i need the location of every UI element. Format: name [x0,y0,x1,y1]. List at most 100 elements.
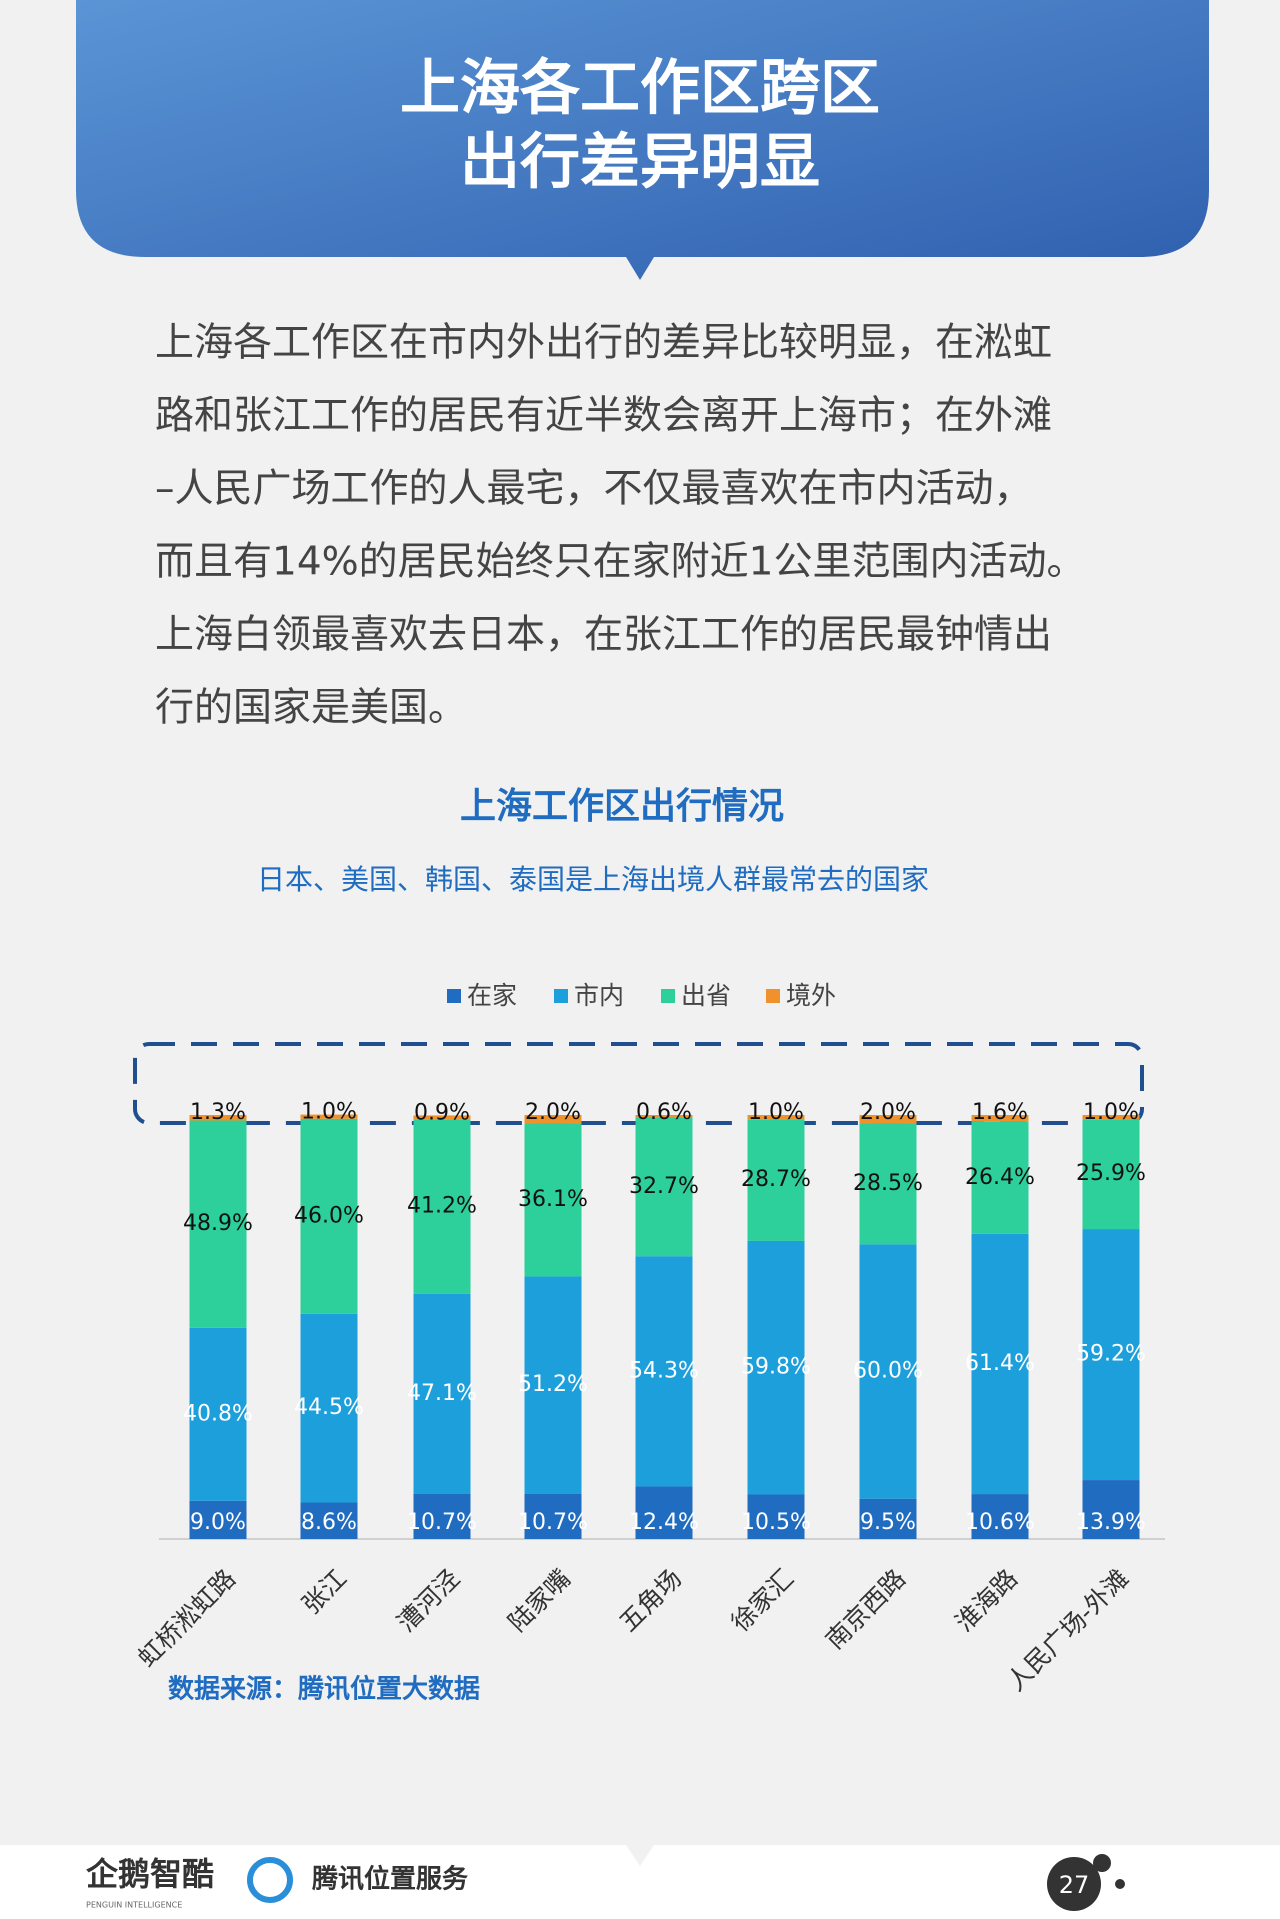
value-label: 9.5% [860,1510,916,1535]
bar-segment [635,1115,693,1118]
value-label: 2.0% [525,1100,581,1125]
bar-segment [524,1123,582,1277]
value-label: 1.6% [972,1100,1028,1125]
x-tick-label: 五角场 [614,1564,688,1638]
legend-swatch [661,989,675,1003]
value-label: 0.6% [636,1100,692,1125]
legend-label: 市内 [574,981,624,1010]
value-label: 41.2% [407,1194,477,1219]
bar-segment [413,1493,471,1539]
bar-segment [747,1240,805,1495]
header-title: 上海各工作区跨区 [400,54,880,124]
value-label: 28.5% [853,1171,923,1196]
value-label: 54.3% [629,1358,699,1383]
bar-segment [859,1498,917,1539]
legend-label: 在家 [467,981,517,1010]
source: 数据来源：腾讯位置大数据 [168,1674,480,1705]
value-label: 1.0% [748,1100,804,1125]
bar-segment [635,1256,693,1487]
value-label: 1.0% [301,1100,357,1125]
footer-icon [247,1857,293,1903]
bar-segment [1082,1115,1140,1120]
value-label: 59.8% [741,1355,811,1380]
value-label: 28.7% [741,1167,811,1192]
value-label: 13.9% [1076,1510,1146,1535]
x-tick-label: 南京西路 [820,1564,911,1655]
x-tick-label: 漕河泾 [392,1564,466,1638]
value-label: 51.2% [518,1372,588,1397]
bar-segment [300,1502,358,1539]
value-label: 10.7% [407,1510,477,1535]
bar-segment [524,1276,582,1494]
body-line: 路和张江工作的居民有近半数会离开上海市；在外滩 [155,394,1052,439]
value-label: 26.4% [965,1165,1035,1190]
value-label: 32.7% [629,1174,699,1199]
value-label: 10.6% [965,1510,1035,1535]
footer-logo: 腾讯位置服务 [312,1864,468,1895]
bar-segment [635,1486,693,1539]
value-label: 9.0% [190,1510,246,1535]
footer-logo: 企鹅智酷 [86,1855,214,1893]
value-label: 1.0% [1083,1100,1139,1125]
bar-segment [524,1115,582,1124]
bar-segment [971,1121,1029,1234]
legend-label: 出省 [681,981,731,1010]
value-label: 60.0% [853,1359,923,1384]
value-label: 48.9% [183,1211,253,1236]
body-line: 上海白领最喜欢去日本，在张江工作的居民最钟情出 [155,613,1052,658]
bar-segment [971,1233,1029,1495]
value-label: 36.1% [518,1187,588,1212]
value-label: 40.8% [183,1401,253,1426]
legend-swatch [766,989,780,1003]
bar-segment [747,1115,805,1120]
footer-notch [626,1845,654,1866]
x-tick-label: 虹桥淞虹路 [132,1564,241,1673]
bar-segment [413,1115,471,1120]
header-banner [76,0,1209,280]
bar-segment [635,1117,693,1257]
page-number: 27 [1059,1871,1090,1899]
legend-swatch [554,989,568,1003]
chart-title: 上海工作区出行情况 [460,786,784,827]
chart-subtitle: 日本、美国、韩国、泰国是上海出境人群最常去的国家 [257,863,929,896]
body-text: 上海各工作区在市内外出行的差异比较明显，在淞虹路和张江工作的居民有近半数会离开上… [155,321,1086,731]
footer-logo-sub: PENGUIN INTELLIGENCE [86,1901,182,1910]
value-label: 12.4% [629,1510,699,1535]
value-label: 46.0% [294,1203,364,1228]
page-dot [1115,1879,1125,1889]
bar-segment [971,1115,1029,1122]
body-line: –人民广场工作的人最宅，不仅最喜欢在市内活动， [155,467,1033,512]
value-label: 25.9% [1076,1161,1146,1186]
bar-segment [859,1115,917,1124]
bar-segment [1082,1119,1140,1230]
bar-segment [300,1118,358,1314]
bar-segment [747,1494,805,1539]
header-title: 出行差异明显 [460,128,820,198]
bar-segment [1082,1229,1140,1481]
value-label: 1.3% [190,1100,246,1125]
x-tick-label: 淮海路 [950,1564,1024,1638]
value-label: 10.5% [741,1510,811,1535]
body-line: 上海各工作区在市内外出行的差异比较明显，在淞虹 [155,321,1052,366]
bar-segment [524,1493,582,1539]
value-label: 0.9% [414,1100,470,1125]
bar-segment [189,1500,247,1539]
body-line: 行的国家是美国。 [155,686,467,731]
bar-segment [859,1123,917,1245]
bar-segment [747,1119,805,1241]
value-label: 2.0% [860,1100,916,1125]
page-dot [1093,1854,1111,1872]
bar-segment [189,1327,247,1501]
value-label: 61.4% [965,1351,1035,1376]
x-tick-label: 张江 [296,1564,352,1620]
legend-swatch [447,989,461,1003]
bar-segment [300,1114,358,1119]
bar-segment [300,1313,358,1503]
value-label: 59.2% [1076,1342,1146,1367]
bar-segment [413,1293,471,1494]
bar-segment [413,1119,471,1294]
bar-segment [189,1115,247,1121]
bar-segment [859,1244,917,1499]
bar-segment [1082,1480,1140,1539]
